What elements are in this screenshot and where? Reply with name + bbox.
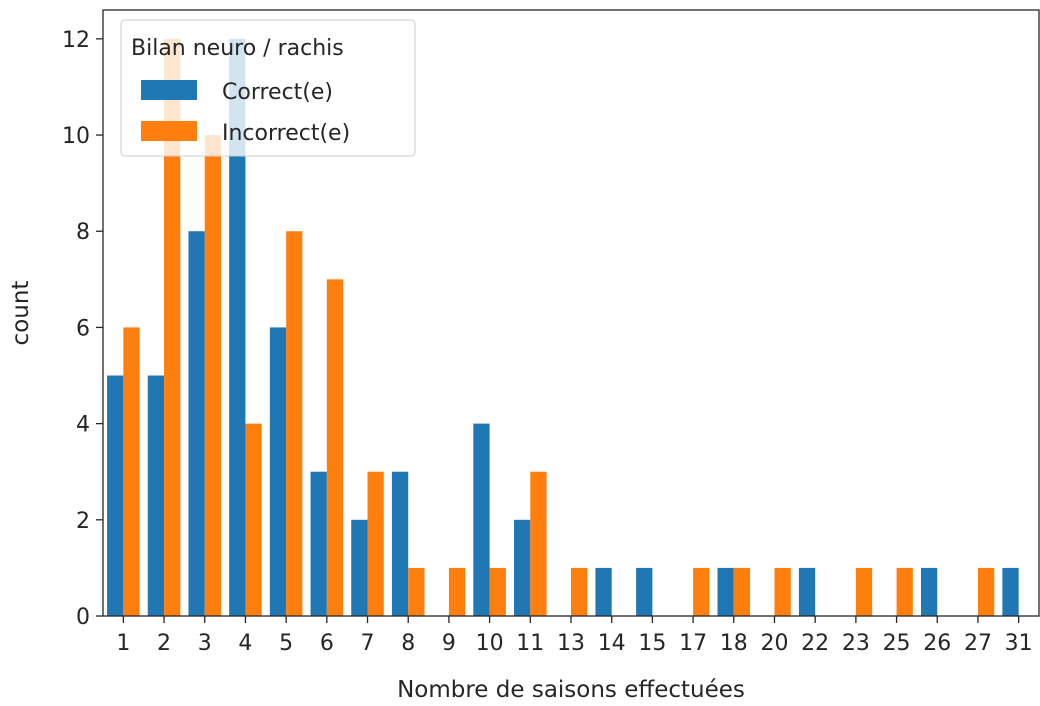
x-tick-label-13: 13 (557, 631, 585, 656)
legend-title: Bilan neuro / rachis (131, 36, 344, 61)
bar-correct-31 (1002, 567, 1019, 616)
bar-correct-26 (920, 567, 938, 616)
bar-incorrect-17 (693, 567, 710, 616)
x-tick-label-17: 17 (679, 631, 707, 656)
x-axis: 1 2 3 4 5 6 7 8 9 10 11 13 14 15 17 18 20 22 23 25 26 27 31 (116, 616, 1033, 656)
x-tick-label-14: 14 (598, 631, 626, 656)
x-tick-label-27: 27 (964, 631, 992, 656)
bar-correct-7 (351, 519, 368, 616)
x-tick-label-10: 10 (476, 631, 504, 656)
bar-incorrect-18 (733, 567, 751, 616)
y-tick-label-12: 12 (62, 28, 90, 53)
bar-correct-18 (717, 567, 734, 616)
x-tick-label-26: 26 (923, 631, 951, 656)
bar-incorrect-23 (855, 567, 873, 616)
x-tick-label-15: 15 (638, 631, 666, 656)
bar-incorrect-11 (530, 471, 547, 616)
bar-incorrect-25 (896, 567, 913, 616)
bar-incorrect-27 (977, 567, 995, 616)
y-tick-label-10: 10 (62, 124, 90, 149)
bar-correct-22 (798, 567, 816, 616)
bar-incorrect-1 (123, 327, 140, 616)
bar-incorrect-2 (164, 38, 181, 617)
bar-correct-5 (269, 327, 287, 616)
y-tick-label-8: 8 (76, 220, 90, 245)
bar-incorrect-8 (408, 567, 425, 616)
y-tick-label-0: 0 (76, 605, 90, 630)
bar-incorrect-3 (204, 135, 222, 617)
bar-incorrect-9 (448, 567, 466, 616)
legend-swatch-correct (141, 80, 197, 100)
y-axis-label: count (8, 281, 34, 346)
bar-correct-8 (391, 471, 409, 616)
bar-incorrect-7 (367, 471, 384, 616)
bar-incorrect-6 (326, 279, 344, 616)
x-tick-label-4: 4 (238, 631, 252, 656)
bar-incorrect-5 (286, 231, 303, 616)
x-tick-label-8: 8 (401, 631, 415, 656)
x-tick-label-23: 23 (842, 631, 870, 656)
y-tick-label-4: 4 (76, 413, 90, 438)
x-tick-label-6: 6 (320, 631, 334, 656)
x-tick-label-20: 20 (760, 631, 788, 656)
x-tick-label-5: 5 (279, 631, 293, 656)
x-tick-label-22: 22 (801, 631, 829, 656)
legend-label-correct: Correct(e) (222, 80, 333, 105)
bar-incorrect-13 (571, 567, 588, 616)
bar-correct-14 (595, 567, 612, 616)
x-tick-label-1: 1 (116, 631, 130, 656)
y-tick-label-6: 6 (76, 316, 90, 341)
x-tick-label-31: 31 (1005, 631, 1033, 656)
x-axis-label: Nombre de saisons effectuées (397, 677, 745, 703)
x-tick-label-7: 7 (361, 631, 375, 656)
legend-swatch-incorrect (141, 121, 197, 141)
x-tick-label-9: 9 (442, 631, 456, 656)
bar-correct-10 (473, 423, 490, 616)
bar-correct-2 (147, 375, 165, 616)
x-tick-label-18: 18 (720, 631, 748, 656)
bar-correct-3 (188, 231, 205, 616)
bar-correct-4 (229, 38, 246, 617)
y-axis: 0 2 4 6 8 10 12 (62, 28, 103, 630)
x-tick-label-2: 2 (157, 631, 171, 656)
x-tick-label-11: 11 (516, 631, 544, 656)
bar-incorrect-4 (245, 423, 262, 616)
legend: Bilan neuro / rachis Correct(e) Incorrec… (120, 19, 416, 157)
bars-layer (107, 38, 1019, 617)
x-tick-label-25: 25 (883, 631, 911, 656)
x-tick-label-3: 3 (198, 631, 212, 656)
bar-incorrect-20 (774, 567, 791, 616)
bar-correct-1 (107, 375, 124, 616)
bar-correct-6 (310, 471, 327, 616)
bar-correct-11 (514, 519, 531, 616)
bar-incorrect-10 (489, 567, 506, 616)
bar-correct-15 (636, 567, 653, 616)
legend-label-incorrect: Incorrect(e) (222, 121, 350, 146)
y-tick-label-2: 2 (76, 509, 90, 534)
